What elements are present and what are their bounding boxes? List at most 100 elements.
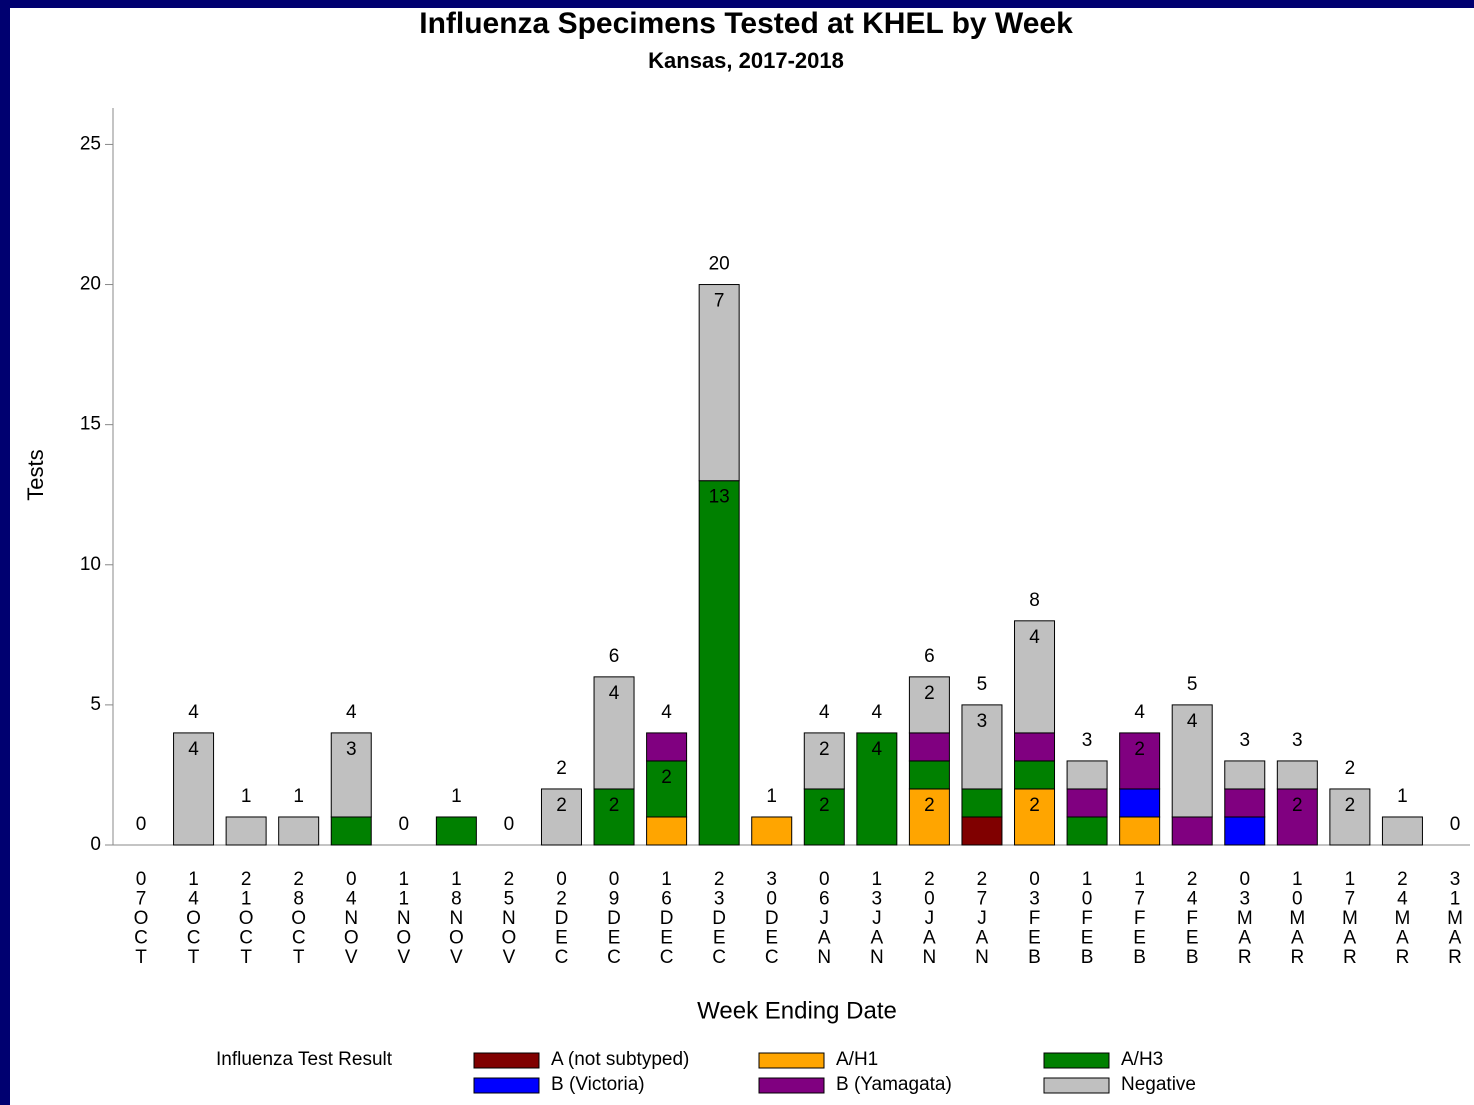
segment-label: 13 bbox=[709, 487, 730, 508]
x-tick-char: M bbox=[1342, 908, 1358, 929]
bar-segment bbox=[1276, 760, 1318, 790]
bar-segment bbox=[330, 732, 372, 818]
x-tick-char: 0 bbox=[136, 869, 147, 890]
y-tick-label: 20 bbox=[80, 274, 101, 295]
x-tick-char: B bbox=[1133, 947, 1146, 968]
x-tick-char: A bbox=[818, 928, 831, 949]
bar-segment bbox=[1066, 760, 1108, 790]
x-tick-char: N bbox=[502, 908, 516, 929]
bar-segment bbox=[1329, 788, 1371, 846]
x-tick-char: T bbox=[188, 947, 200, 968]
total-label: 4 bbox=[661, 702, 672, 723]
x-tick-char: 2 bbox=[714, 869, 725, 890]
x-tick-char: 7 bbox=[136, 889, 147, 910]
total-label: 4 bbox=[819, 702, 830, 723]
x-tick-char: 5 bbox=[504, 889, 515, 910]
total-label: 3 bbox=[1292, 730, 1303, 751]
x-tick-char: 1 bbox=[188, 869, 199, 890]
bar-segment bbox=[330, 816, 372, 846]
x-tick-char: E bbox=[713, 928, 726, 949]
x-tick-char: N bbox=[817, 947, 831, 968]
x-tick-char: 2 bbox=[556, 889, 567, 910]
segment-label: 7 bbox=[714, 291, 725, 312]
x-tick-char: T bbox=[240, 947, 252, 968]
x-tick-char: E bbox=[555, 928, 568, 949]
bar-segment bbox=[1119, 732, 1161, 790]
y-axis-label: Tests bbox=[23, 449, 48, 500]
x-tick-char: F bbox=[1186, 908, 1198, 929]
bar-segment bbox=[1171, 816, 1213, 846]
x-tick-char: A bbox=[923, 928, 936, 949]
y-tick-label: 0 bbox=[90, 834, 101, 855]
x-tick-char: T bbox=[135, 947, 147, 968]
total-label: 0 bbox=[504, 814, 515, 835]
legend-title: Influenza Test Result bbox=[216, 1049, 393, 1070]
total-label: 1 bbox=[766, 786, 777, 807]
y-tick-label: 10 bbox=[80, 554, 101, 575]
bar-segment bbox=[856, 732, 898, 846]
x-tick-char: C bbox=[134, 928, 148, 949]
x-tick-char: M bbox=[1395, 908, 1411, 929]
segment-label: 2 bbox=[819, 739, 830, 760]
bar-segment bbox=[1171, 704, 1213, 818]
x-tick-char: 1 bbox=[1134, 869, 1145, 890]
bar-segment bbox=[1014, 788, 1056, 846]
bar-segment bbox=[1224, 788, 1266, 818]
total-label: 4 bbox=[188, 702, 199, 723]
bar-segment bbox=[961, 788, 1003, 818]
total-label: 1 bbox=[293, 786, 304, 807]
x-tick-char: 0 bbox=[1239, 869, 1250, 890]
total-label: 6 bbox=[924, 646, 935, 667]
x-tick-char: 1 bbox=[399, 869, 410, 890]
x-tick-char: V bbox=[503, 947, 516, 968]
bar-segment bbox=[908, 732, 950, 762]
x-tick-char: J bbox=[820, 908, 830, 929]
x-tick-char: 4 bbox=[1187, 889, 1198, 910]
segment-label: 2 bbox=[556, 795, 567, 816]
x-tick-char: V bbox=[397, 947, 410, 968]
x-tick-char: D bbox=[660, 908, 674, 929]
x-tick-char: 2 bbox=[977, 869, 988, 890]
bar-segment bbox=[435, 816, 477, 846]
segment-label: 4 bbox=[609, 683, 620, 704]
total-label: 3 bbox=[1239, 730, 1250, 751]
segment-label: 2 bbox=[1029, 795, 1040, 816]
bar-segment bbox=[803, 732, 845, 790]
total-label: 2 bbox=[556, 758, 567, 779]
x-tick-char: V bbox=[450, 947, 463, 968]
x-tick-char: J bbox=[925, 908, 935, 929]
x-tick-char: O bbox=[291, 908, 306, 929]
x-tick-char: D bbox=[555, 908, 569, 929]
total-label: 2 bbox=[1345, 758, 1356, 779]
x-tick-char: 3 bbox=[714, 889, 725, 910]
x-tick-char: F bbox=[1134, 908, 1146, 929]
total-label: 0 bbox=[1450, 814, 1461, 835]
x-tick-char: C bbox=[607, 947, 621, 968]
x-tick-char: A bbox=[1449, 928, 1462, 949]
x-tick-char: A bbox=[1396, 928, 1409, 949]
bar-segment bbox=[1014, 760, 1056, 790]
x-tick-char: J bbox=[977, 908, 987, 929]
x-tick-char: 0 bbox=[1029, 869, 1040, 890]
x-tick-char: D bbox=[712, 908, 726, 929]
x-tick-char: C bbox=[292, 928, 306, 949]
panel bbox=[10, 8, 1474, 1105]
x-tick-char: 0 bbox=[766, 889, 777, 910]
total-label: 5 bbox=[977, 674, 988, 695]
x-tick-char: B bbox=[1186, 947, 1199, 968]
x-tick-char: 0 bbox=[1292, 889, 1303, 910]
x-tick-char: 3 bbox=[1450, 869, 1461, 890]
x-tick-char: 1 bbox=[1345, 869, 1356, 890]
bar-segment bbox=[173, 732, 215, 846]
bar-segment bbox=[698, 284, 740, 482]
bar-segment bbox=[646, 816, 688, 846]
